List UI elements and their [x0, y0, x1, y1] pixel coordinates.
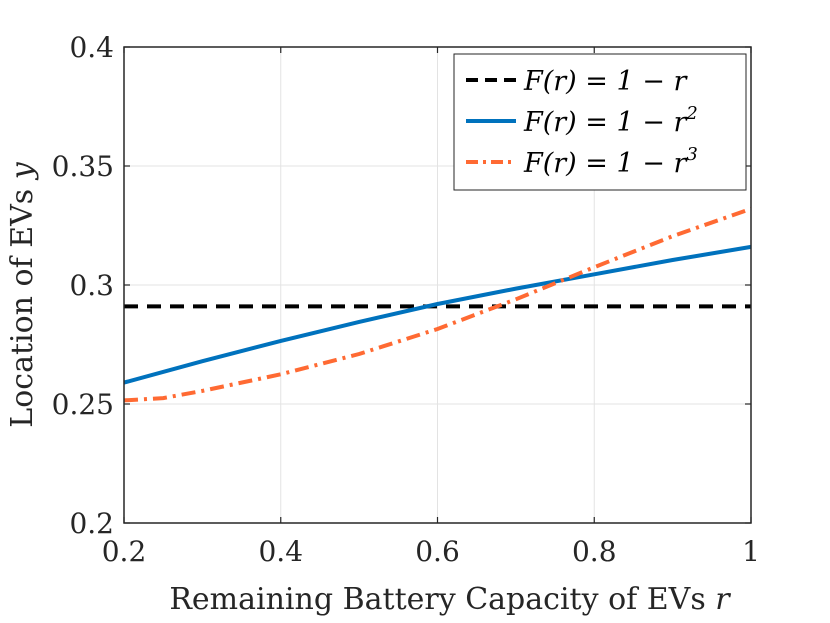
y-tick-label: 0.4 — [69, 31, 114, 64]
legend-label-3: F(r) = 1 − r3 — [523, 144, 698, 179]
x-tick-label: 0.6 — [415, 535, 460, 568]
y-axis-label: Location of EVs y — [5, 161, 40, 427]
x-axis-label-text: Remaining Battery Capacity of EVs — [169, 582, 705, 617]
legend-label-1: F(r) = 1 − r — [523, 66, 688, 97]
series-line-2 — [123, 244, 752, 385]
legend: F(r) = 1 − r F(r) = 1 − r2 F(r) = 1 − r3 — [453, 53, 747, 191]
x-tick-label: 0.8 — [572, 535, 617, 568]
legend-label-2: F(r) = 1 − r2 — [523, 103, 698, 138]
x-tick-label: 1 — [742, 535, 760, 568]
y-tick-label: 0.35 — [52, 150, 114, 183]
y-tick-label: 0.2 — [69, 507, 114, 540]
y-axis-label-var: y — [5, 161, 40, 181]
y-axis-label-text: Location of EVs — [5, 189, 40, 428]
series-lines — [123, 206, 752, 403]
x-tick-label: 0.4 — [258, 535, 303, 568]
x-axis-label: Remaining Battery Capacity of EVs r — [169, 582, 731, 617]
y-tick-label: 0.3 — [69, 269, 114, 302]
x-tick-label: 0.2 — [102, 535, 147, 568]
ticks: 0.2 0.4 0.6 0.8 1 0.2 0.25 0.3 0.35 0.4 — [52, 31, 760, 568]
series-line-3 — [123, 206, 752, 403]
y-tick-label: 0.25 — [52, 388, 114, 421]
x-axis-label-var: r — [715, 582, 731, 617]
